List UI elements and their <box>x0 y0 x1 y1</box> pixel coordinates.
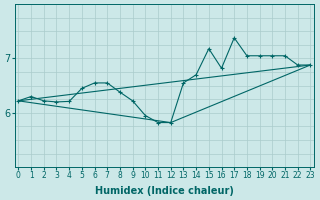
X-axis label: Humidex (Indice chaleur): Humidex (Indice chaleur) <box>95 186 234 196</box>
